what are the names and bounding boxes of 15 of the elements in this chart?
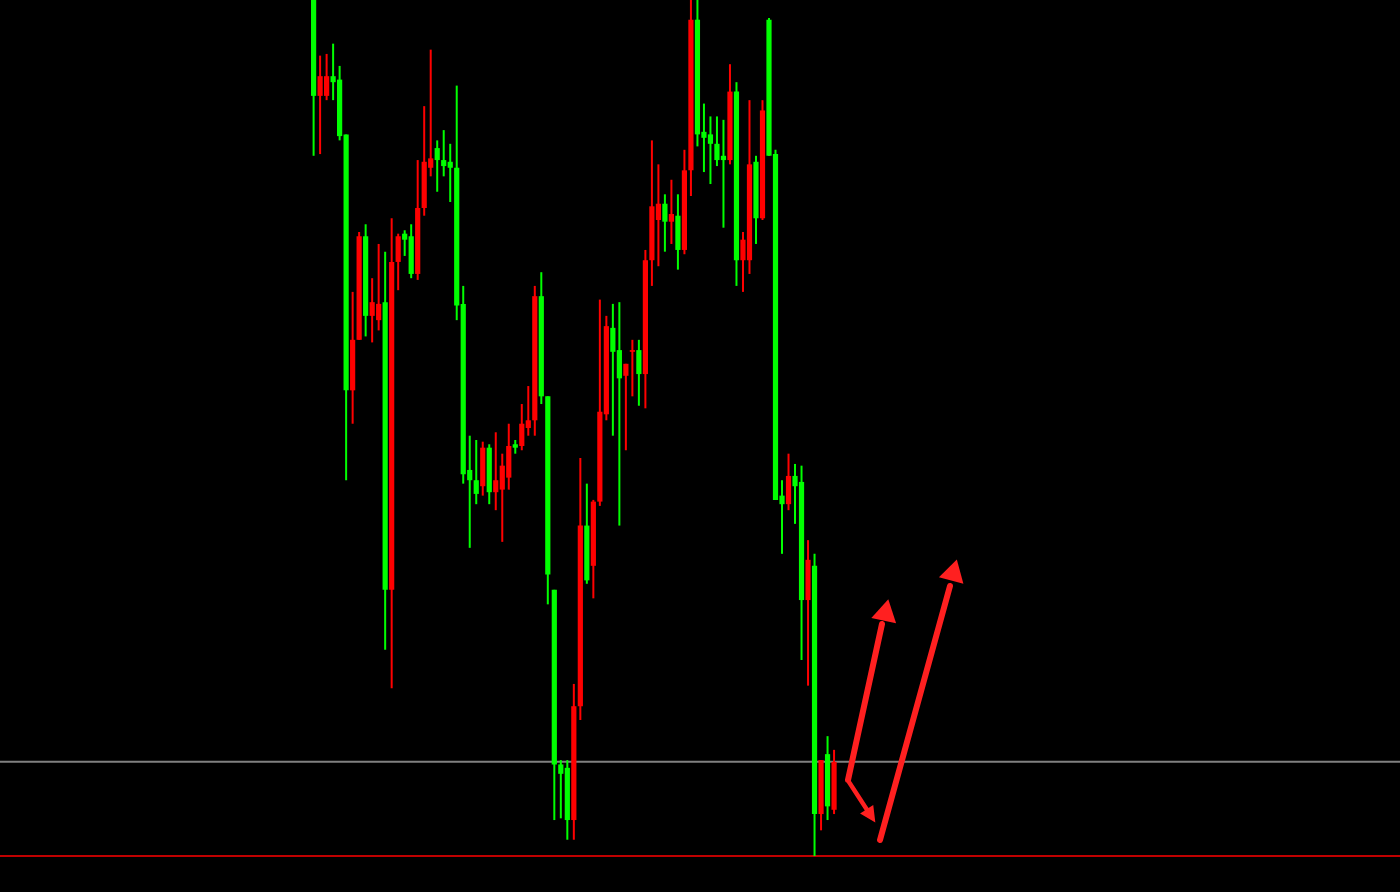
candlestick: [629, 338, 635, 398]
candlestick: [668, 178, 675, 245]
candlestick: [324, 52, 330, 102]
candlestick: [675, 193, 681, 271]
candlestick: [616, 301, 622, 527]
candlestick: [662, 193, 668, 253]
candlestick: [805, 539, 811, 687]
candlestick: [480, 440, 486, 497]
candlestick: [636, 338, 642, 407]
candlestick: [317, 54, 323, 156]
candlestick: [408, 223, 414, 280]
candlestick: [831, 748, 837, 816]
candlestick: [785, 452, 792, 512]
candlestick: [720, 118, 727, 229]
candlestick: [486, 443, 492, 506]
